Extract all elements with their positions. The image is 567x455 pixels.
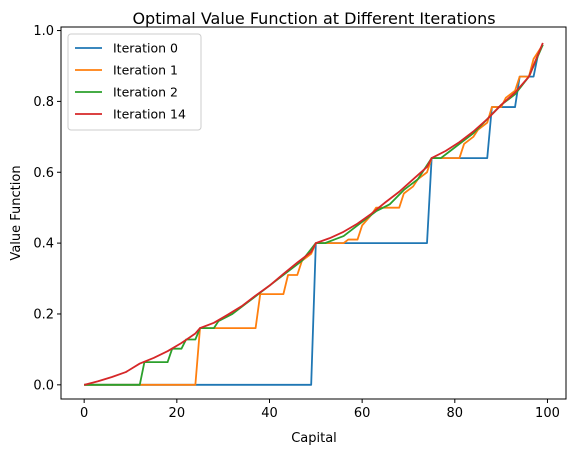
plot-frame <box>60 26 567 400</box>
y-tick-label: 0.6 <box>33 166 54 181</box>
legend-frame <box>67 33 202 131</box>
legend: Iteration 0 Iteration 1 Iteration 2 Iterati… <box>67 33 202 131</box>
x-axis-ticks: 0 20 40 60 80 100 <box>80 399 560 421</box>
x-tick-label: 20 <box>169 406 186 421</box>
x-tick-label: 80 <box>447 406 464 421</box>
legend-label: Iteration 1 <box>113 63 178 78</box>
y-tick-label: 0.8 <box>33 95 54 110</box>
x-tick-label: 0 <box>80 406 88 421</box>
legend-label: Iteration 2 <box>113 85 178 100</box>
series-line-1 <box>84 44 544 386</box>
y-axis-ticks: 0.0 0.2 0.4 0.6 0.8 1.0 <box>33 24 61 393</box>
x-axis-title: Capital <box>291 431 337 446</box>
legend-label: Iteration 14 <box>113 107 186 122</box>
y-tick-label: 0.4 <box>33 237 54 252</box>
series-line-0 <box>84 44 544 386</box>
y-tick-label: 0.2 <box>33 307 54 322</box>
legend-label: Iteration 0 <box>113 41 178 56</box>
x-tick-label: 40 <box>261 406 278 421</box>
x-tick-label: 60 <box>354 406 371 421</box>
y-axis-title: Value Function <box>9 165 24 260</box>
chart-title: Optimal Value Function at Different Iter… <box>132 9 495 28</box>
y-tick-label: 1.0 <box>33 24 54 39</box>
series-line-3 <box>83 42 544 386</box>
y-tick-label: 0.0 <box>33 378 54 393</box>
x-tick-label: 100 <box>535 406 560 421</box>
plot-lines <box>83 42 544 386</box>
